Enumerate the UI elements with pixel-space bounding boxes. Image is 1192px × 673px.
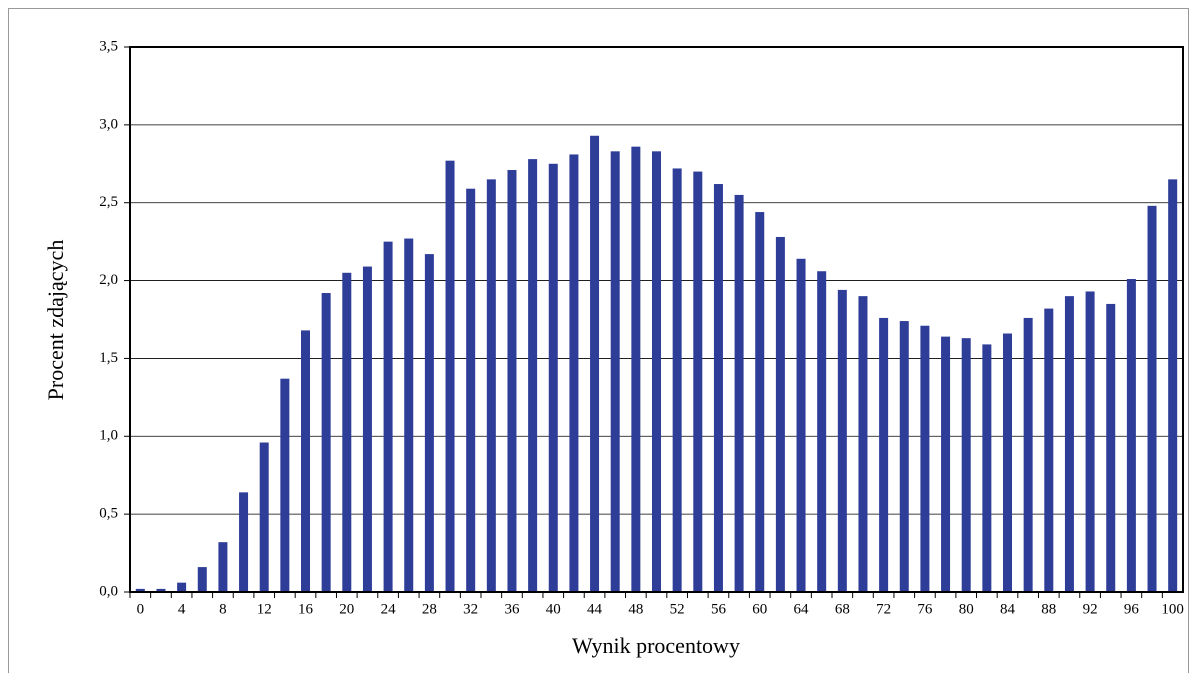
bar (1064, 296, 1074, 592)
bar (961, 338, 971, 592)
x-tick-label: 96 (1124, 601, 1140, 617)
bar (713, 184, 723, 592)
bar (1044, 308, 1054, 592)
bar (631, 146, 641, 592)
bar (280, 378, 290, 592)
bar (610, 151, 620, 593)
bar (404, 238, 414, 592)
bar (156, 588, 166, 592)
x-tick-label: 8 (219, 601, 227, 617)
bar (920, 325, 930, 592)
y-tick-label: 3,0 (99, 116, 118, 132)
x-tick-label: 16 (298, 601, 314, 617)
y-tick-label: 2,5 (99, 194, 118, 210)
bar (879, 317, 889, 592)
x-tick-label: 88 (1041, 601, 1056, 617)
y-tick-label: 0,0 (99, 583, 118, 599)
bar (590, 135, 600, 592)
bar (652, 151, 661, 593)
bar (899, 321, 909, 592)
bar (858, 296, 868, 592)
x-axis-title: Wynik procentowy (572, 633, 740, 658)
bar (424, 254, 434, 592)
bar (775, 236, 785, 592)
x-tick-label: 32 (463, 601, 478, 617)
x-tick-label: 24 (381, 601, 397, 617)
x-tick-label: 44 (587, 601, 603, 617)
bar (755, 212, 765, 593)
x-tick-label: 64 (794, 601, 810, 617)
bar (1023, 317, 1033, 592)
bar (734, 194, 744, 592)
bar (362, 266, 372, 592)
bar (239, 492, 249, 592)
y-tick-label: 2,0 (99, 272, 118, 288)
bar (135, 588, 145, 592)
bar (507, 170, 517, 592)
bar (672, 168, 682, 592)
x-tick-label: 76 (917, 601, 933, 617)
x-tick-label: 56 (711, 601, 727, 617)
bar (197, 567, 207, 592)
x-tick-label: 60 (752, 601, 767, 617)
y-tick-label: 0,5 (99, 506, 118, 522)
x-tick-label: 20 (339, 601, 354, 617)
x-tick-label: 0 (137, 601, 145, 617)
bar (177, 582, 187, 592)
bar (569, 154, 579, 592)
bar (466, 188, 476, 592)
plot-frame (129, 46, 1184, 593)
x-tick-label: 80 (959, 601, 974, 617)
bar (548, 163, 558, 593)
x-tick-label: 72 (876, 601, 891, 617)
bar (342, 272, 352, 592)
x-tick-label: 84 (1000, 601, 1016, 617)
bar (1085, 291, 1095, 592)
bar (383, 241, 393, 592)
x-tick-label: 4 (178, 601, 186, 617)
y-tick-label: 1,0 (99, 428, 118, 444)
x-tick-label: 40 (546, 601, 561, 617)
bar (796, 258, 806, 592)
bar (528, 159, 538, 592)
x-tick-label: 92 (1083, 601, 1098, 617)
x-tick-label: 36 (504, 601, 520, 617)
bar (301, 330, 310, 592)
x-tick-label: 28 (422, 601, 437, 617)
bar (445, 160, 455, 592)
bar (259, 442, 269, 592)
x-tick-label: 100 (1161, 601, 1184, 617)
bar (1168, 179, 1178, 592)
chart-frame (8, 8, 1189, 673)
bar (1147, 205, 1157, 593)
bar (321, 293, 331, 592)
x-tick-label: 52 (670, 601, 685, 617)
bar (837, 289, 847, 592)
bar (1126, 279, 1136, 592)
x-tick-label: 12 (257, 601, 272, 617)
bar (1003, 333, 1012, 592)
bar (218, 542, 228, 592)
x-tick-label: 48 (628, 601, 643, 617)
y-axis-title: Procent zdających (43, 240, 68, 401)
bar (693, 171, 703, 593)
bar (982, 344, 992, 592)
bar (817, 271, 827, 592)
x-tick-label: 68 (835, 601, 850, 617)
y-tick-label: 3,5 (99, 38, 118, 54)
bar (1106, 303, 1116, 592)
bar (486, 179, 496, 592)
bar (941, 336, 951, 592)
y-tick-label: 1,5 (99, 350, 118, 366)
